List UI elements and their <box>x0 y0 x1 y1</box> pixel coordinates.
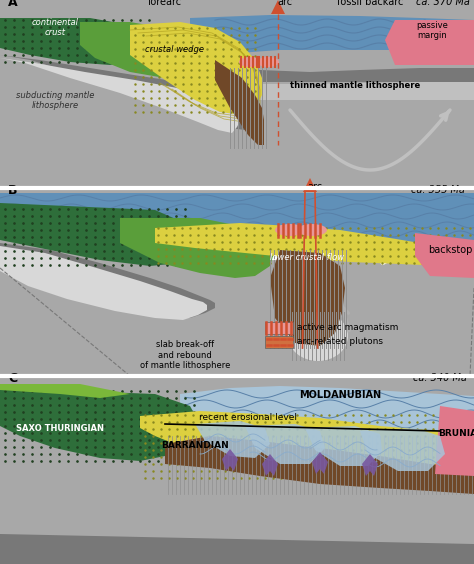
Polygon shape <box>210 82 474 100</box>
Ellipse shape <box>288 311 348 361</box>
Ellipse shape <box>275 224 305 236</box>
Text: BRUNIA: BRUNIA <box>438 429 474 438</box>
Text: continental
crust: continental crust <box>31 17 79 37</box>
Polygon shape <box>0 534 474 564</box>
Polygon shape <box>312 452 328 474</box>
Polygon shape <box>0 243 215 318</box>
Text: ca. 340 Ma: ca. 340 Ma <box>413 373 467 383</box>
Text: MOLDANUBIAN: MOLDANUBIAN <box>299 390 381 400</box>
Polygon shape <box>435 406 474 476</box>
Polygon shape <box>120 218 275 278</box>
Polygon shape <box>245 424 325 464</box>
Polygon shape <box>415 233 474 278</box>
Polygon shape <box>270 250 345 346</box>
Polygon shape <box>80 22 195 78</box>
Polygon shape <box>190 15 474 55</box>
Polygon shape <box>0 376 474 564</box>
Polygon shape <box>0 193 474 248</box>
Polygon shape <box>140 411 474 481</box>
Polygon shape <box>0 203 195 266</box>
Polygon shape <box>155 223 474 266</box>
Text: thinned mantle lithosphere: thinned mantle lithosphere <box>290 81 420 90</box>
Polygon shape <box>0 236 474 263</box>
Text: arc: arc <box>277 0 292 7</box>
Polygon shape <box>222 449 238 471</box>
Ellipse shape <box>239 57 261 67</box>
FancyBboxPatch shape <box>265 336 293 348</box>
Text: passive
margin: passive margin <box>416 21 448 40</box>
Text: backstop: backstop <box>428 245 472 255</box>
Polygon shape <box>0 58 242 133</box>
Text: active arc magmatism: active arc magmatism <box>297 324 398 333</box>
Polygon shape <box>0 55 258 130</box>
Text: crustal wedge: crustal wedge <box>146 45 204 54</box>
Polygon shape <box>180 386 474 451</box>
Polygon shape <box>0 246 207 320</box>
Text: lower crustal flow: lower crustal flow <box>270 253 344 262</box>
Polygon shape <box>130 22 262 115</box>
Text: A: A <box>8 0 18 9</box>
Text: arc: arc <box>308 182 323 192</box>
Text: C: C <box>8 372 17 385</box>
Text: B: B <box>8 184 18 197</box>
Polygon shape <box>0 0 474 188</box>
Polygon shape <box>215 60 264 145</box>
Ellipse shape <box>257 57 279 67</box>
Text: arc-related plutons: arc-related plutons <box>297 337 383 346</box>
Polygon shape <box>360 428 445 471</box>
Text: ca. 355 Ma: ca. 355 Ma <box>411 185 465 195</box>
Polygon shape <box>165 436 474 494</box>
Text: BARRANDIAN: BARRANDIAN <box>161 441 229 450</box>
Polygon shape <box>195 421 270 458</box>
Text: SAXO THURINGIAN: SAXO THURINGIAN <box>16 424 104 433</box>
Polygon shape <box>385 20 474 65</box>
Polygon shape <box>262 454 278 476</box>
Polygon shape <box>0 188 474 376</box>
Polygon shape <box>210 68 474 82</box>
Text: forearc: forearc <box>148 0 182 7</box>
FancyBboxPatch shape <box>265 322 293 334</box>
Polygon shape <box>303 178 317 192</box>
Ellipse shape <box>297 224 327 236</box>
Polygon shape <box>271 0 285 14</box>
Text: subducting mantle
lithosphere: subducting mantle lithosphere <box>16 91 94 110</box>
Text: ca. 370 Ma: ca. 370 Ma <box>416 0 470 7</box>
Polygon shape <box>0 18 155 65</box>
Polygon shape <box>0 384 130 398</box>
Text: fossil backarc: fossil backarc <box>337 0 403 7</box>
Polygon shape <box>362 454 378 476</box>
Text: slab break-off
and rebound
of mantle lithosphere: slab break-off and rebound of mantle lit… <box>140 340 230 370</box>
Polygon shape <box>0 388 200 461</box>
Polygon shape <box>305 426 382 466</box>
Text: recent erosional level: recent erosional level <box>199 413 297 422</box>
